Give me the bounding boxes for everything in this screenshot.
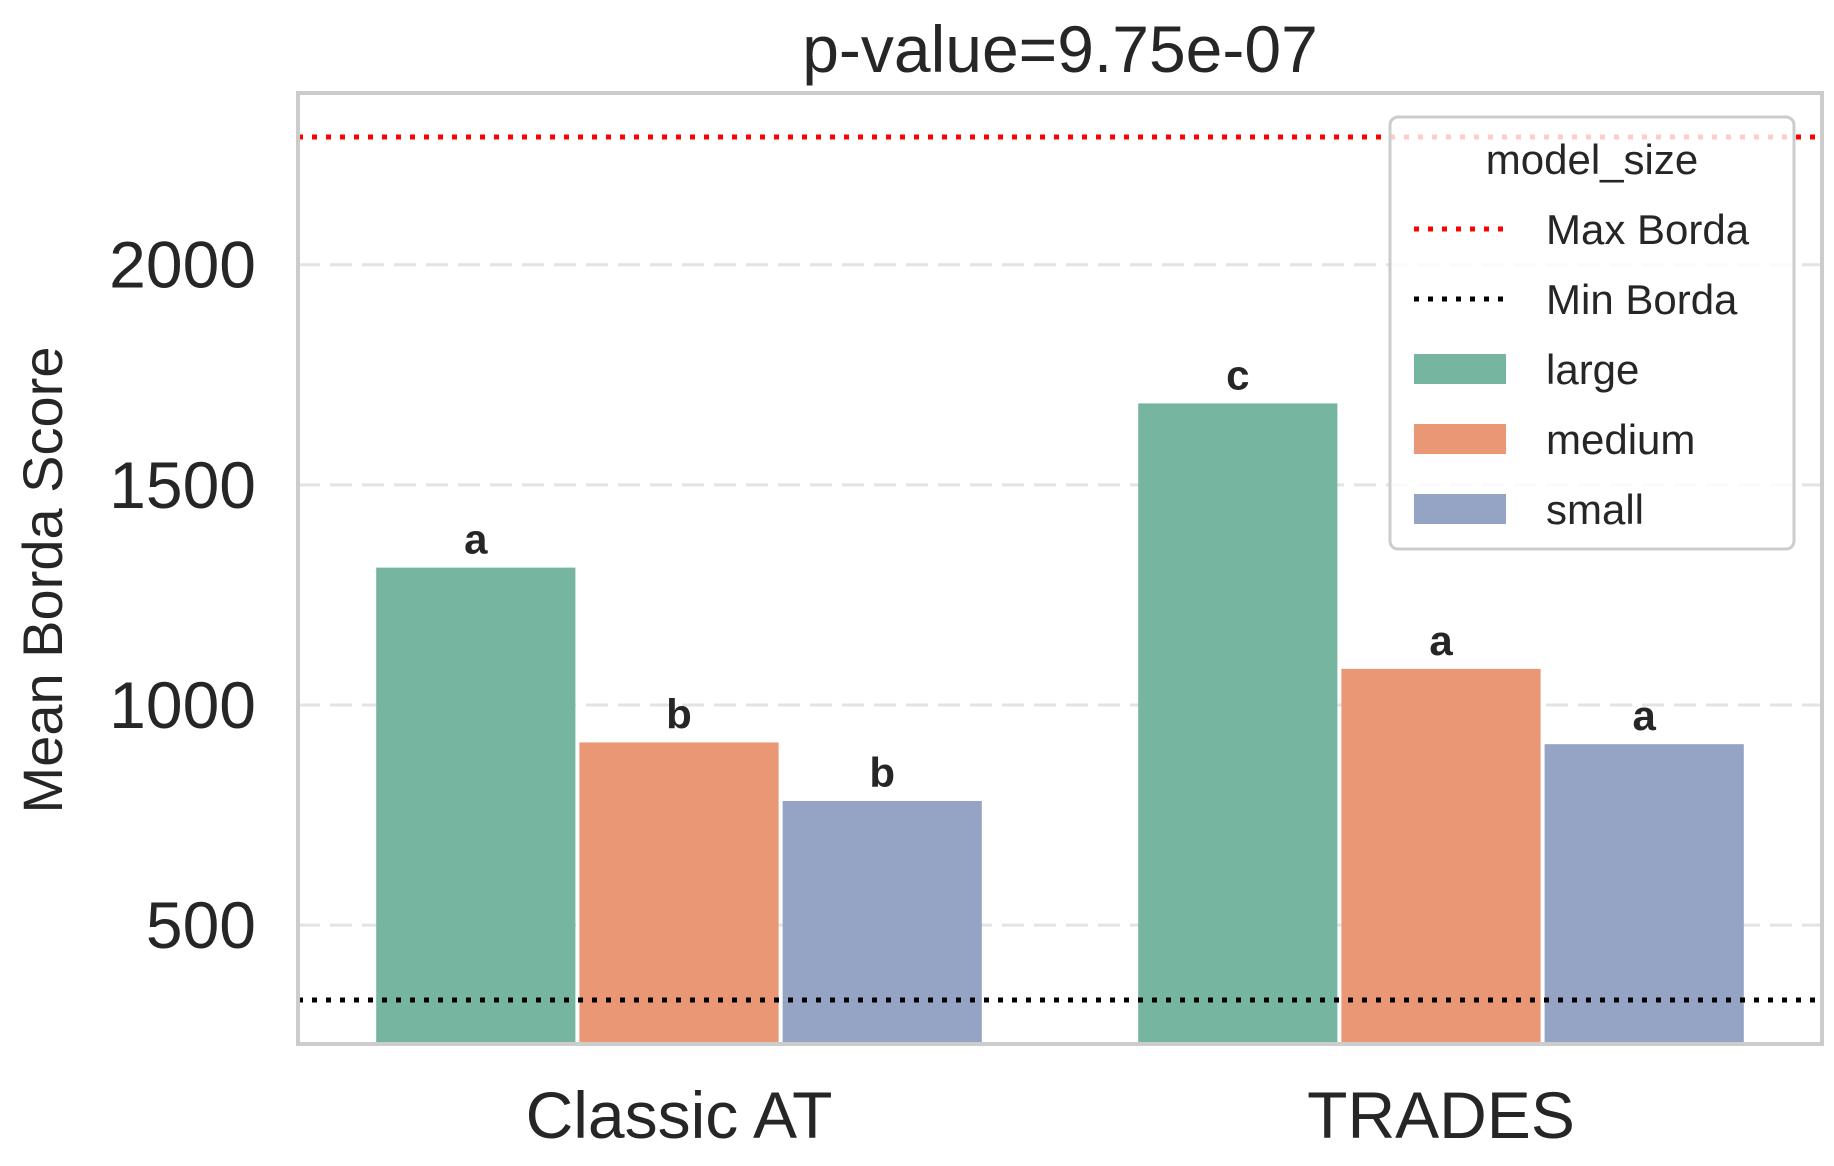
legend-title: model_size bbox=[1486, 136, 1698, 183]
bar-annotation: a bbox=[464, 516, 488, 563]
legend-label: medium bbox=[1546, 416, 1695, 463]
legend-label: large bbox=[1546, 346, 1639, 393]
legend-swatch bbox=[1414, 424, 1506, 454]
y-tick-labels: 500 1000 1500 2000 bbox=[109, 228, 256, 962]
x-tick-labels: Classic AT TRADES bbox=[526, 1078, 1575, 1152]
bar-medium bbox=[1341, 668, 1541, 1044]
plot-frame bbox=[296, 91, 1824, 1046]
bar-medium bbox=[579, 742, 779, 1044]
legend: model_size Max Borda Min Borda large medium s… bbox=[1388, 115, 1796, 551]
reference-lines bbox=[298, 134, 1822, 1003]
bar-annotation: b bbox=[666, 690, 692, 737]
x-tick-label: Classic AT bbox=[526, 1078, 833, 1152]
legend-label: small bbox=[1546, 486, 1644, 533]
x-tick-label: TRADES bbox=[1307, 1078, 1575, 1152]
bar-annotation: a bbox=[1633, 692, 1657, 739]
bar-annotation: c bbox=[1226, 351, 1249, 398]
chart-title: p-value=9.75e-07 bbox=[802, 12, 1318, 86]
legend-label: Max Borda bbox=[1546, 206, 1750, 253]
y-tick-label: 1500 bbox=[109, 448, 256, 522]
legend-label: Min Borda bbox=[1546, 276, 1738, 323]
y-tick-label: 2000 bbox=[109, 228, 256, 302]
bar-annotation: a bbox=[1429, 617, 1453, 664]
bars: a c b a b a bbox=[376, 351, 1744, 1044]
y-tick-label: 1000 bbox=[109, 668, 256, 742]
y-axis-label: Mean Borda Score bbox=[11, 347, 74, 814]
bar-small bbox=[782, 800, 982, 1044]
y-tick-label: 500 bbox=[146, 888, 256, 962]
legend-swatch bbox=[1414, 354, 1506, 384]
bar-small bbox=[1544, 744, 1744, 1044]
legend-swatch bbox=[1414, 494, 1506, 524]
bar-annotation: b bbox=[869, 749, 895, 796]
bar-large bbox=[1138, 403, 1338, 1044]
bar-large bbox=[376, 567, 576, 1044]
